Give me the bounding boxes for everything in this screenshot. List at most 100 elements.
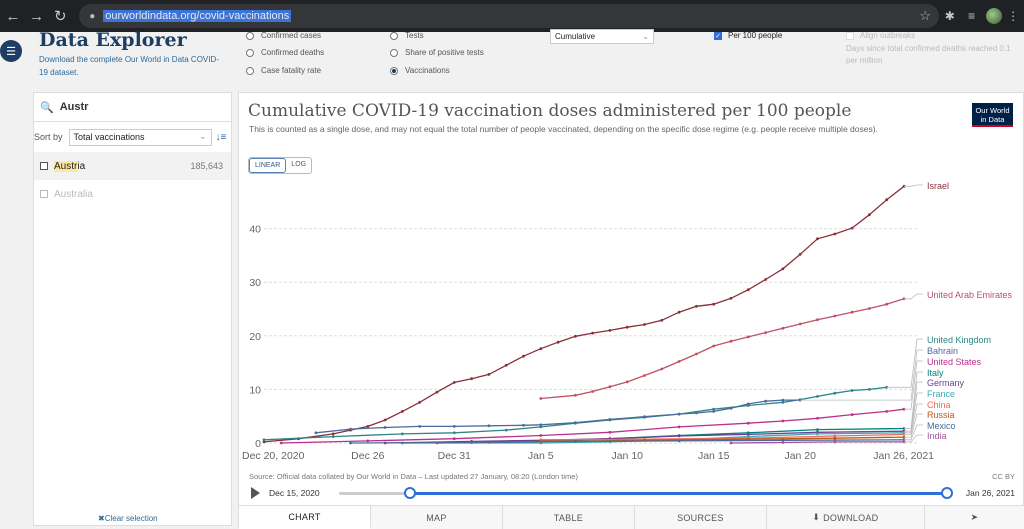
browser-menu-icon[interactable]: ⋮ [1007,9,1020,23]
data-point [366,425,370,428]
data-point [764,331,767,334]
interval-select[interactable]: Cumulative ⌄ [550,29,654,44]
legend-connector [904,381,923,432]
data-point [746,433,750,436]
data-point [833,436,837,440]
chart-source[interactable]: Source: Official data collated by Our Wo… [249,472,578,481]
license-label[interactable]: CC BY [992,472,1015,481]
radio-tests[interactable]: Tests [390,31,424,40]
data-point [452,381,456,384]
checkbox-box[interactable]: ✓ [714,31,722,40]
side-toggle-icon[interactable]: ☰ [0,40,22,62]
data-point [383,418,387,422]
checkbox-box[interactable] [846,31,854,40]
data-point [331,432,335,436]
timeline-start-handle[interactable] [404,487,416,499]
series-label: United States [927,357,982,367]
radio-dot[interactable] [246,31,254,40]
share-icon: ➤ [970,512,979,522]
series-line [730,441,904,444]
data-point [349,427,352,431]
extensions-icon[interactable]: ✱ [944,9,955,23]
tab-download[interactable]: ⬇ DOWNLOAD [767,506,926,529]
timeline-end-handle[interactable] [941,487,953,499]
entity-rest: ia [77,160,86,172]
data-point [504,428,508,432]
tab-sources[interactable]: SOURCES [635,506,767,529]
chart-card: Cumulative COVID-19 vaccination doses ad… [238,92,1024,529]
radio-confirmed-cases[interactable]: Confirmed cases [246,31,321,40]
radio-dot[interactable] [390,31,398,40]
data-point [470,377,473,381]
data-point [816,395,819,398]
play-icon[interactable] [251,487,260,499]
profile-avatar[interactable] [986,8,1003,24]
data-point [833,440,837,444]
address-bar[interactable]: ● ourworldindata.org/covid-vaccinations … [79,4,939,28]
radio-dot[interactable] [246,66,254,75]
radio-vaccinations[interactable]: Vaccinations [390,66,450,75]
data-point [487,373,491,376]
entity-checkbox[interactable] [40,162,48,170]
data-point [712,344,716,348]
tab-table[interactable]: TABLE [503,506,635,529]
data-point [729,296,733,300]
radio-dot[interactable] [390,66,398,75]
download-icon: ⬇ [812,512,824,522]
data-point [279,441,283,445]
series-label: China [927,400,951,410]
y-tick-label: 30 [249,277,261,289]
sort-order-icon[interactable]: ↓≡ [215,131,227,143]
legend-connector [904,293,923,300]
forward-button[interactable]: → [29,7,45,25]
radio-case-fatality-rate[interactable]: Case fatality rate [246,66,321,75]
per-100-checkbox[interactable]: ✓ Per 100 people [714,31,782,40]
data-point [643,323,646,326]
media-icon[interactable]: ≡ [968,9,976,23]
sort-select[interactable]: Total vaccinations ⌄ [68,128,212,146]
tab-download-label: DOWNLOAD [823,512,879,523]
entity-item-austria[interactable]: Austria 185,643 [34,152,231,180]
tab-map[interactable]: MAP [371,506,503,529]
radio-share-positive-tests[interactable]: Share of positive tests [390,48,484,57]
owid-logo[interactable]: Our World in Data [972,103,1013,127]
data-point [677,434,681,438]
bookmark-star-icon[interactable]: ☆ [919,8,931,23]
radio-confirmed-deaths[interactable]: Confirmed deaths [246,48,324,57]
radio-dot[interactable] [246,48,254,57]
share-button[interactable]: ➤ [925,506,1024,529]
line-chart: 0 10 20 30 40 Dec 20, 2020 Dec 26 Dec 31 Jan 5 Ja… [242,181,1013,462]
radio-dot[interactable] [390,48,398,57]
data-point [695,304,698,308]
url-text[interactable]: ourworldindata.org/covid-vaccinations [103,10,292,22]
scale-toggle[interactable]: LINEAR LOG [248,157,313,174]
data-point [781,441,785,444]
data-point [470,441,473,444]
dataset-download-link[interactable]: Download the complete Our World in Data … [39,55,219,77]
data-point [314,431,318,435]
data-point [746,288,750,292]
align-outbreaks-checkbox[interactable]: Align outbreaks [846,31,915,40]
x-tick-label: Jan 10 [611,450,643,462]
entity-item-australia[interactable]: Australia [34,180,231,208]
y-tick-label: 0 [255,438,261,450]
explorer-header: Data Explorer Download the complete Our … [33,29,231,79]
data-point [798,322,802,326]
reload-button[interactable]: ↻ [54,8,67,25]
data-point [487,424,491,428]
data-point [729,441,733,445]
clear-selection-link[interactable]: ✖Clear selection [98,514,158,523]
scale-log-button[interactable]: LOG [291,161,307,168]
legend-connector [904,434,923,443]
tab-chart[interactable]: CHART [239,506,371,529]
back-button[interactable]: ← [5,7,21,25]
radio-label: Tests [405,31,424,40]
data-point [816,428,819,431]
legend-connector [904,403,923,435]
search-input[interactable] [59,101,210,113]
entity-checkbox[interactable] [40,190,48,198]
scale-linear-button[interactable]: LINEAR [249,158,287,173]
chevron-down-icon: ⌄ [642,32,649,41]
data-point [798,398,802,402]
timeline-end-label: Jan 26, 2021 [965,488,1015,498]
